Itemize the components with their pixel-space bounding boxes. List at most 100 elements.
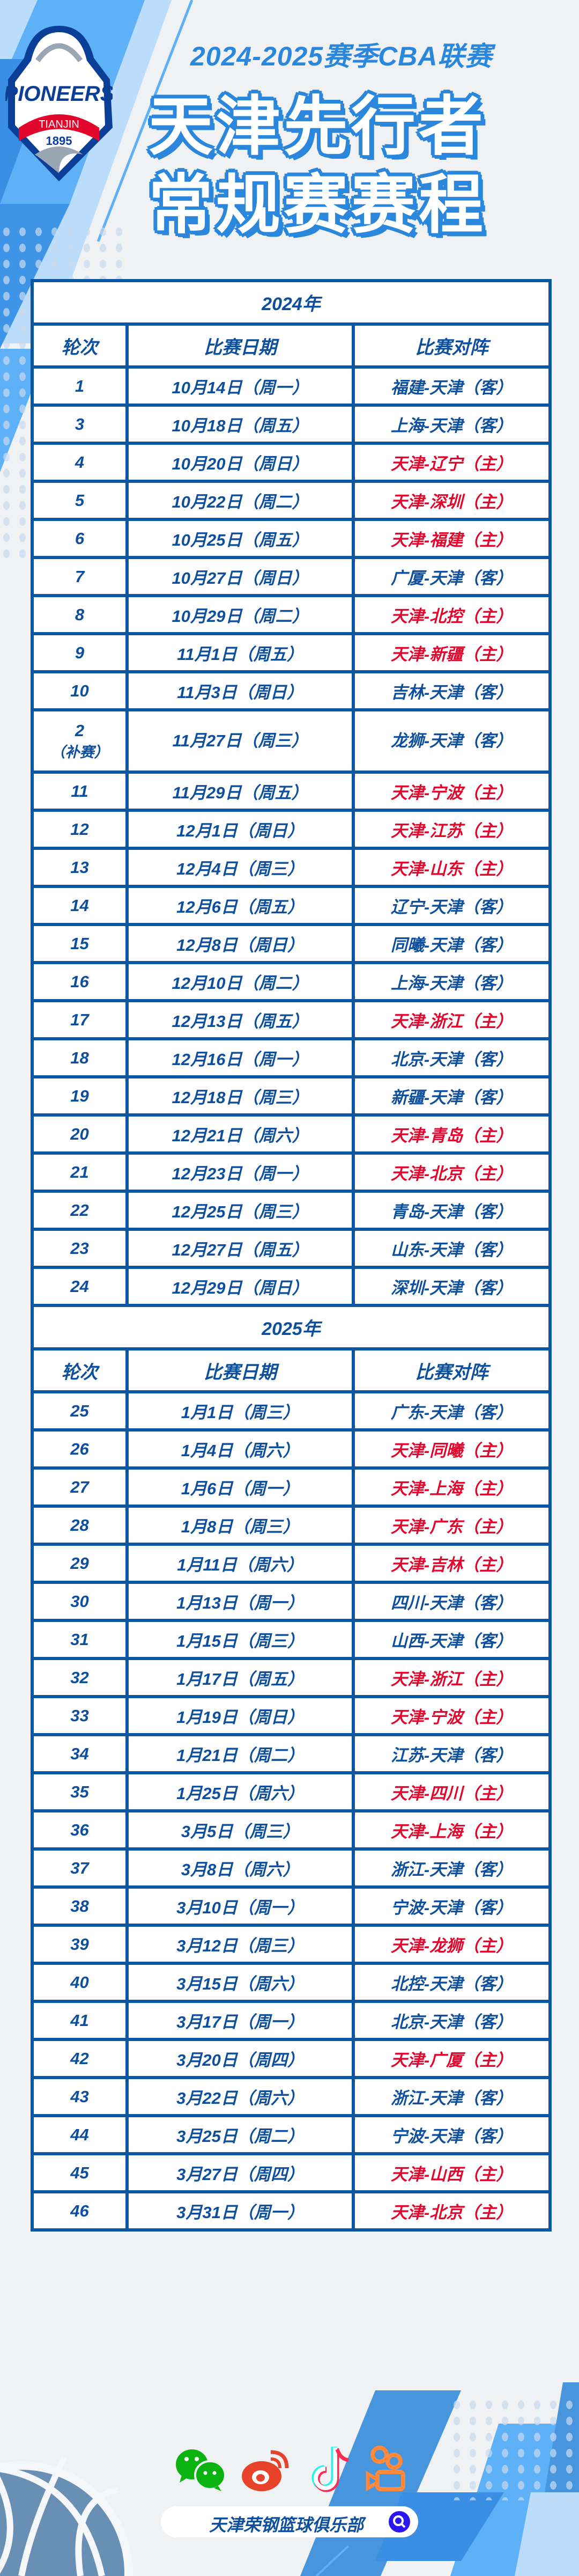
round-number: 7 — [75, 567, 85, 586]
table-row: 42 3月20日（周四） 天津-广厦（主） — [31, 2038, 552, 2079]
round-number: 17 — [70, 1010, 89, 1029]
date-cell: 3月31日（周一） — [125, 2190, 355, 2232]
match-cell: 广东-天津（客） — [352, 1390, 552, 1432]
match-cell: 天津-北控（主） — [352, 594, 552, 635]
round-number: 21 — [70, 1162, 89, 1181]
year-row: 2025年 — [31, 1304, 552, 1351]
round-cell: 10 — [31, 670, 129, 711]
social-icons — [174, 2444, 410, 2492]
table-row: 41 3月17日（周一） 北京-天津（客） — [31, 2000, 552, 2041]
table-row: 37 3月8日（周六） 浙江-天津（客） — [31, 1847, 552, 1889]
date-cell: 12月21日（周六） — [125, 1113, 355, 1155]
svg-text:PIONEERS: PIONEERS — [5, 82, 113, 106]
round-number: 45 — [70, 2163, 89, 2182]
match-cell: 天津-深圳（主） — [352, 480, 552, 521]
match-cell: 天津-山东（主） — [352, 847, 552, 888]
round-number: 25 — [70, 1401, 89, 1420]
round-cell: 34 — [31, 1733, 129, 1774]
round-cell: 25 — [31, 1390, 129, 1432]
date-cell: 3月8日（周六） — [125, 1847, 355, 1889]
table-row: 22 12月25日（周三） 青岛-天津（客） — [31, 1190, 552, 1231]
date-cell: 1月6日（周一） — [125, 1466, 355, 1508]
date-cell: 1月17日（周五） — [125, 1657, 355, 1698]
round-cell: 26 — [31, 1428, 129, 1470]
header-row: 轮次 比赛日期 比赛对阵 — [31, 322, 552, 369]
douyin-icon[interactable] — [311, 2447, 349, 2492]
round-number: 42 — [70, 2049, 89, 2068]
date-cell: 3月25日（周二） — [125, 2114, 355, 2155]
round-cell: 33 — [31, 1695, 129, 1736]
table-row: 7 10月27日（周日） 广厦-天津（客） — [31, 556, 552, 597]
date-cell: 1月15日（周三） — [125, 1619, 355, 1660]
schedule-table: 2024年 轮次 比赛日期 比赛对阵 1 10月14日（周一） 福建-天津（客） 3 10月18… — [31, 279, 552, 2232]
round-number: 16 — [70, 972, 89, 991]
date-cell: 10月29日（周二） — [125, 594, 355, 635]
page-title-line-1: 天津先行者 — [149, 91, 486, 163]
match-cell: 天津-上海（主） — [352, 1466, 552, 1508]
round-number: 29 — [70, 1553, 89, 1573]
round-number: 32 — [70, 1668, 89, 1687]
round-number: 6 — [75, 529, 85, 548]
table-row: 45 3月27日（周四） 天津-山西（主） — [31, 2152, 552, 2193]
match-cell: 天津-北京（主） — [352, 2190, 552, 2232]
round-cell: 43 — [31, 2076, 129, 2117]
date-cell: 11月3日（周日） — [125, 670, 355, 711]
table-row: 19 12月18日（周三） 新疆-天津（客） — [31, 1075, 552, 1117]
round-number: 18 — [70, 1048, 89, 1067]
column-round: 轮次 — [31, 1347, 129, 1393]
column-round: 轮次 — [31, 322, 129, 369]
match-cell: 北京-天津（客） — [352, 2000, 552, 2041]
match-cell: 天津-同曦（主） — [352, 1428, 552, 1470]
date-cell: 11月1日（周五） — [125, 632, 355, 673]
round-number: 39 — [70, 1934, 89, 1954]
match-cell: 辽宁-天津（客） — [352, 885, 552, 926]
date-cell: 1月13日（周一） — [125, 1581, 355, 1622]
round-cell: 30 — [31, 1581, 129, 1622]
round-cell: 13 — [31, 847, 129, 888]
table-row: 9 11月1日（周五） 天津-新疆（主） — [31, 632, 552, 673]
match-cell: 四川-天津（客） — [352, 1581, 552, 1622]
round-number: 22 — [70, 1200, 89, 1220]
round-cell: 7 — [31, 556, 129, 597]
round-number: 1 — [75, 376, 85, 395]
svg-text:TIANJIN: TIANJIN — [39, 119, 79, 130]
match-cell: 山西-天津（客） — [352, 1619, 552, 1660]
round-number: 38 — [70, 1896, 89, 1916]
match-cell: 天津-北京（主） — [352, 1151, 552, 1193]
year-heading: 2024年 — [31, 279, 552, 326]
date-cell: 10月20日（周日） — [125, 442, 355, 483]
round-cell: 8 — [31, 594, 129, 635]
year-row: 2024年 — [31, 279, 552, 326]
date-cell: 10月27日（周日） — [125, 556, 355, 597]
date-cell: 10月22日（周二） — [125, 480, 355, 521]
round-number: 10 — [70, 681, 89, 700]
table-row: 18 12月16日（周一） 北京-天津（客） — [31, 1037, 552, 1078]
match-cell: 天津-辽宁（主） — [352, 442, 552, 483]
weibo-icon[interactable] — [242, 2450, 289, 2491]
round-cell: 2 （补赛） — [31, 708, 129, 774]
round-number: 40 — [70, 1972, 89, 1992]
round-number: 46 — [70, 2201, 89, 2220]
table-row: 17 12月13日（周五） 天津-浙江（主） — [31, 999, 552, 1040]
round-cell: 29 — [31, 1543, 129, 1584]
match-cell: 深圳-天津（客） — [352, 1266, 552, 1307]
round-number: 9 — [75, 643, 85, 662]
round-cell: 15 — [31, 923, 129, 964]
wechat-icon[interactable] — [176, 2449, 226, 2491]
kuaishou-icon[interactable] — [366, 2446, 405, 2491]
round-number: 36 — [70, 1820, 89, 1839]
round-number: 28 — [70, 1515, 89, 1535]
round-cell: 28 — [31, 1504, 129, 1546]
date-cell: 3月15日（周六） — [125, 1962, 355, 2003]
search-icon[interactable] — [388, 2511, 411, 2533]
search-bar[interactable]: 天津荣钢篮球俱乐部 — [161, 2506, 418, 2537]
table-row: 34 1月21日（周二） 江苏-天津（客） — [31, 1733, 552, 1774]
year-heading: 2025年 — [31, 1304, 552, 1351]
date-cell: 1月19日（周日） — [125, 1695, 355, 1736]
table-row: 3 10月18日（周五） 上海-天津（客） — [31, 403, 552, 445]
match-cell: 浙江-天津（客） — [352, 2076, 552, 2117]
round-note: （补赛） — [50, 744, 109, 760]
table-row: 29 1月11日（周六） 天津-吉林（主） — [31, 1543, 552, 1584]
match-cell: 天津-吉林（主） — [352, 1543, 552, 1584]
date-cell: 11月27日（周三） — [125, 708, 355, 774]
